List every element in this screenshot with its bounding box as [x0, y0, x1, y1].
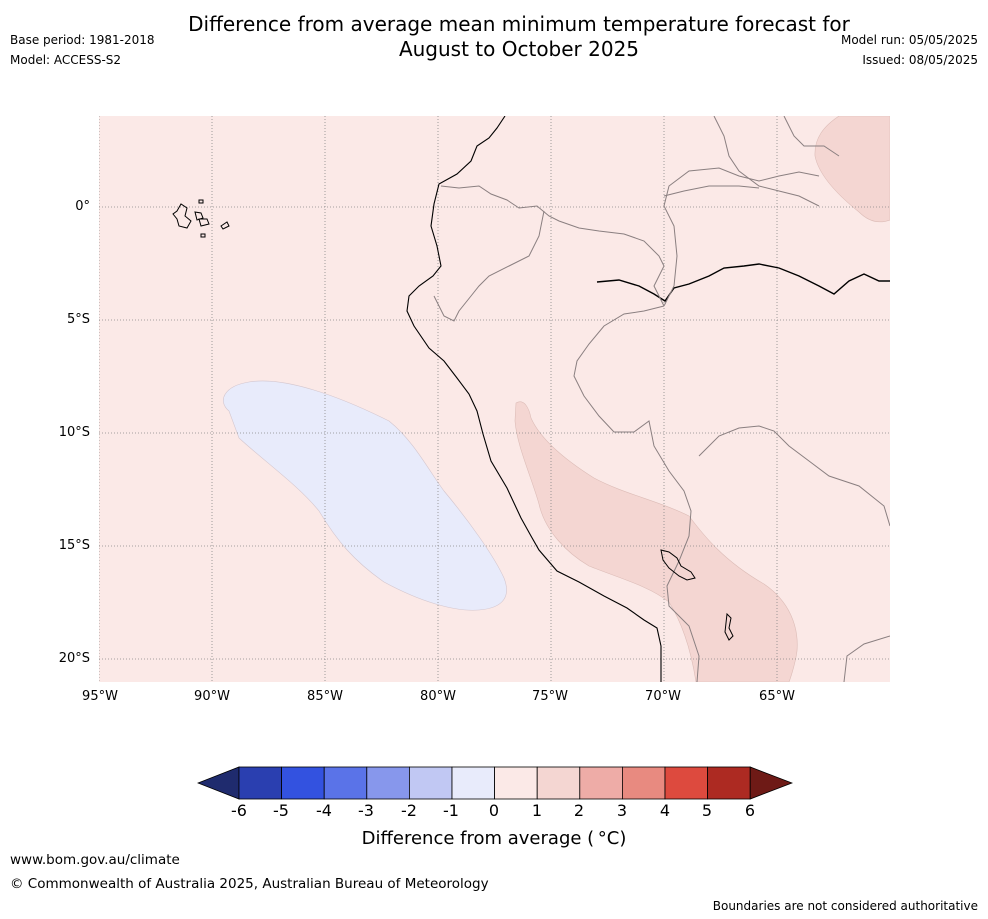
colorbar-cell: [366, 766, 410, 800]
colorbar-cell: [536, 766, 581, 800]
lon-label-70w: 70°W: [645, 689, 681, 704]
base-period: Base period: 1981-2018: [10, 33, 155, 47]
lon-label-95w: 95°W: [82, 689, 118, 704]
colorbar-cell: [238, 766, 282, 800]
colorbar-cell: [664, 766, 708, 800]
colorbar-cell: [451, 766, 495, 800]
colorbar-tick: 1: [531, 801, 543, 820]
colorbar-cell: [621, 766, 666, 800]
colorbar-cell: [579, 766, 623, 800]
colorbar-tick: -2: [401, 801, 417, 820]
colorbar-extend-low: [197, 766, 240, 800]
meta-left: Base period: 1981-2018 Model: ACCESS-S2: [10, 30, 155, 70]
meta-right: Model run: 05/05/2025 Issued: 08/05/2025: [841, 30, 978, 70]
lake-titicaca: [660, 549, 696, 581]
forecast-map: [99, 116, 890, 682]
colorbar-tick: 6: [744, 801, 756, 820]
colorbar-tick: 4: [659, 801, 671, 820]
lat-label-5s: 5°S: [66, 312, 90, 327]
issued-date: Issued: 08/05/2025: [862, 53, 978, 67]
lat-label-10s: 10°S: [58, 425, 90, 440]
coastline: [406, 116, 662, 682]
warm-anomaly-region-northeast: [814, 116, 890, 223]
warm-anomaly-region-south: [514, 401, 798, 682]
colorbar-title: Difference from average ( °C): [361, 828, 627, 849]
colorbar-tick: 2: [573, 801, 585, 820]
colorbar-extend-high: [749, 766, 793, 800]
colorbar-cell: [494, 766, 538, 800]
country-borders: [433, 116, 890, 682]
map-title: Difference from average mean minimum tem…: [0, 12, 988, 62]
lat-label-20s: 20°S: [58, 651, 90, 666]
colorbar-tick: 5: [701, 801, 713, 820]
lon-label-65w: 65°W: [759, 689, 795, 704]
colorbar-tick: -6: [231, 801, 247, 820]
disclaimer-text: Boundaries are not considered authoritat…: [712, 899, 978, 913]
colorbar-tick: -3: [358, 801, 374, 820]
lat-label-15s: 15°S: [58, 538, 90, 553]
lake-poopo: [724, 612, 734, 641]
colorbar-cell: [281, 766, 325, 800]
model-name: Model: ACCESS-S2: [10, 53, 122, 67]
title-line-1: Difference from average mean minimum tem…: [188, 12, 850, 36]
website-link[interactable]: www.bom.gov.au/climate: [10, 852, 180, 868]
lat-label-0: 0°: [75, 199, 90, 214]
lon-label-85w: 85°W: [307, 689, 343, 704]
colorbar-tick: -5: [273, 801, 289, 820]
model-run: Model run: 05/05/2025: [840, 33, 978, 47]
graticule: [99, 116, 890, 682]
colorbar-cell: [408, 766, 453, 800]
colorbar-tick: 0: [488, 801, 500, 820]
lon-label-90w: 90°W: [194, 689, 230, 704]
lon-label-80w: 80°W: [420, 689, 456, 704]
title-line-2: August to October 2025: [398, 37, 640, 61]
colorbar-cell: [323, 766, 368, 800]
copyright-text: © Commonwealth of Australia 2025, Austra…: [10, 876, 489, 892]
cool-anomaly-region: [223, 380, 507, 611]
colorbar: [197, 766, 793, 800]
galapagos-islands: [172, 199, 230, 238]
colorbar-tick: -4: [316, 801, 332, 820]
colorbar-cell: [707, 766, 751, 800]
amazon-river: [596, 263, 890, 302]
colorbar-tick: -1: [443, 801, 459, 820]
lon-label-75w: 75°W: [532, 689, 568, 704]
colorbar-tick: 3: [616, 801, 628, 820]
